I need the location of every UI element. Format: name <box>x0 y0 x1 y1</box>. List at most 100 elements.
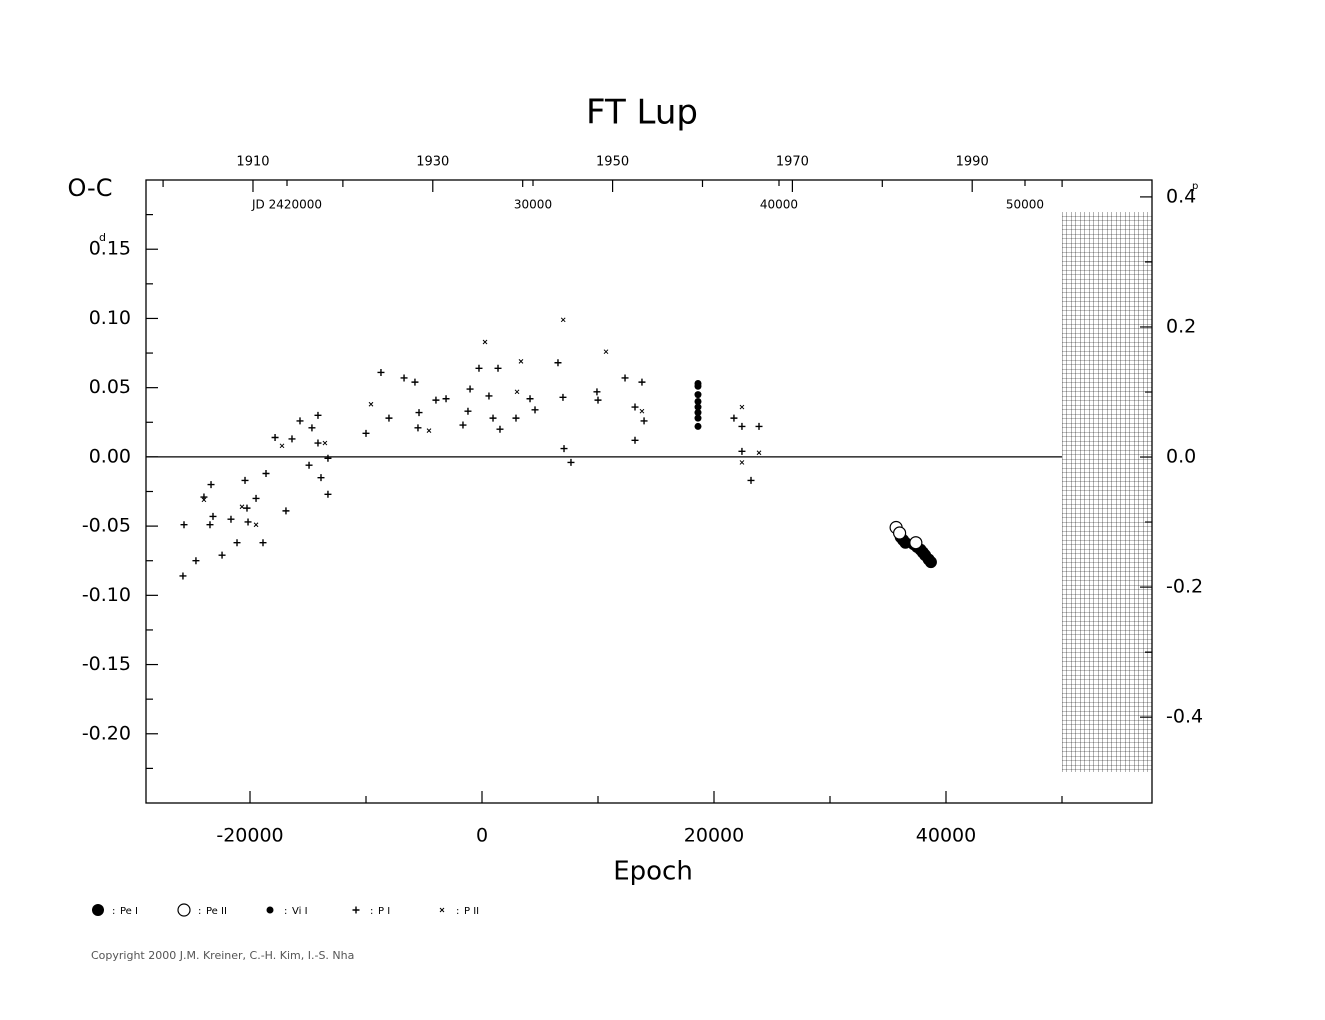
point <box>296 417 304 425</box>
point <box>459 421 467 429</box>
y-tick-label: -0.10 <box>82 584 131 606</box>
y2-tick-label: 0.4 <box>1166 185 1196 207</box>
point <box>400 374 408 382</box>
point <box>201 497 207 503</box>
point <box>206 521 214 529</box>
point <box>554 359 562 367</box>
point <box>730 414 738 422</box>
point <box>314 439 322 447</box>
legend-label: P I <box>378 906 390 917</box>
point <box>560 317 566 323</box>
legend-symbol <box>177 903 191 917</box>
year-tick-label: 1910 <box>236 155 269 170</box>
point <box>559 393 567 401</box>
point <box>694 403 702 411</box>
point <box>314 411 322 419</box>
x-axis-title: Epoch <box>613 857 693 887</box>
point <box>317 474 325 482</box>
point <box>593 388 601 396</box>
legend-symbol <box>352 906 360 914</box>
point <box>755 422 763 430</box>
jd-tick-label: JD 2420000 <box>251 198 322 212</box>
point <box>560 445 568 453</box>
legend-symbol <box>92 904 104 916</box>
y2-tick-label: -0.2 <box>1166 576 1203 598</box>
point <box>252 494 260 502</box>
legend-separator: : <box>198 906 201 917</box>
hatched-region <box>1062 212 1152 772</box>
legend-separator: : <box>284 906 287 917</box>
point <box>494 364 502 372</box>
legend-label: Pe II <box>206 906 227 917</box>
point <box>526 395 534 403</box>
legend-symbol <box>266 906 274 914</box>
y-tick-label: -0.20 <box>82 722 131 744</box>
point <box>496 425 504 433</box>
point <box>244 518 252 526</box>
point <box>924 556 937 569</box>
point <box>282 507 290 515</box>
point <box>694 382 702 390</box>
point <box>415 409 423 417</box>
point <box>518 359 524 364</box>
point <box>322 440 328 446</box>
point <box>239 504 245 510</box>
jd-tick-label: 30000 <box>514 198 552 212</box>
point <box>466 385 474 393</box>
point <box>253 522 259 528</box>
point <box>694 391 702 399</box>
point <box>694 398 702 406</box>
point <box>694 422 702 430</box>
point <box>179 572 187 580</box>
point <box>621 374 629 382</box>
point <box>485 392 493 400</box>
point <box>738 447 746 455</box>
point <box>259 539 267 547</box>
y-unit: d <box>99 231 106 244</box>
legend-label: Pe I <box>120 906 138 917</box>
point <box>368 401 374 407</box>
legend-separator: : <box>456 906 459 917</box>
point <box>279 443 285 449</box>
point <box>747 476 755 484</box>
y-tick-label: -0.05 <box>82 515 131 537</box>
point <box>414 424 422 432</box>
point <box>432 396 440 404</box>
point <box>308 424 316 432</box>
point <box>482 339 488 345</box>
point <box>218 551 226 559</box>
legend-label: Vi I <box>292 906 308 917</box>
y-tick-label: -0.15 <box>82 653 131 675</box>
point <box>209 512 217 520</box>
point <box>233 539 241 547</box>
point <box>464 407 472 415</box>
y2-tick-label: 0.0 <box>1166 446 1196 468</box>
point <box>640 417 648 425</box>
point <box>271 434 279 442</box>
point <box>631 436 639 444</box>
x-tick-label: 20000 <box>684 825 744 847</box>
y-tick-label: 0.05 <box>89 376 131 398</box>
legend-separator: : <box>112 906 115 917</box>
point <box>694 409 702 417</box>
point <box>738 422 746 430</box>
point <box>892 526 907 540</box>
legend-label: P II <box>464 906 479 917</box>
point <box>442 395 450 403</box>
y2-tick-label: 0.2 <box>1166 315 1196 337</box>
point <box>694 414 702 422</box>
point <box>241 476 249 484</box>
x-tick-label: -20000 <box>216 825 283 847</box>
point <box>514 389 520 395</box>
y-tick-label: 0.15 <box>89 238 131 260</box>
point <box>305 461 313 469</box>
point <box>531 406 539 414</box>
y-tick-label: 0.10 <box>89 307 131 329</box>
point <box>909 536 923 550</box>
x-tick-label: 40000 <box>916 825 976 847</box>
y-axis-title: O-C <box>68 174 113 202</box>
point <box>512 414 520 422</box>
point <box>192 557 200 565</box>
point <box>489 414 497 422</box>
year-tick-label: 1930 <box>416 155 449 170</box>
